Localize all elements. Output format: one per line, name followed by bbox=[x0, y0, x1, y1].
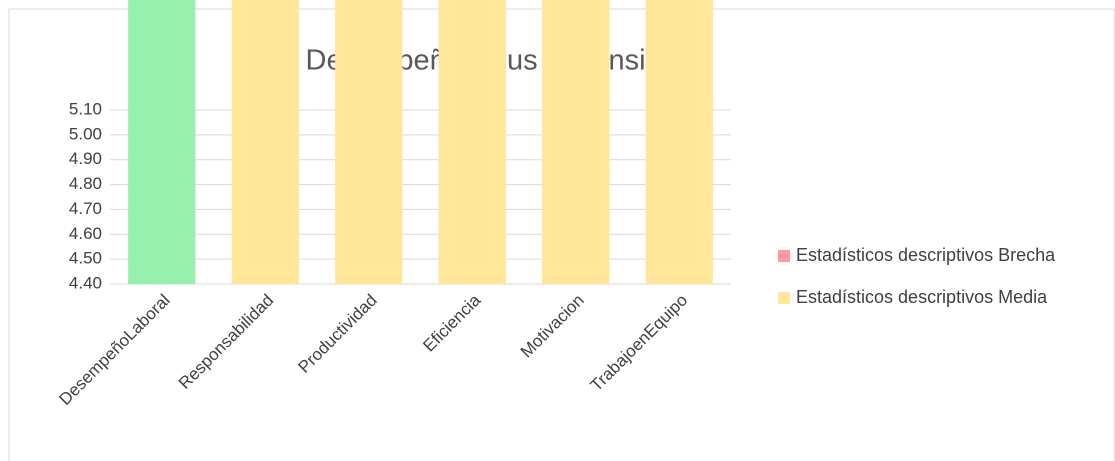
x-tick-label: DesempeñoLaboral bbox=[55, 291, 173, 409]
bar-segment bbox=[335, 0, 403, 285]
legend-swatch bbox=[778, 250, 790, 262]
bar-segment bbox=[128, 0, 196, 284]
y-tick-label: 5.00 bbox=[69, 124, 102, 143]
y-tick-label: 4.40 bbox=[69, 273, 102, 292]
bar-segment bbox=[542, 0, 610, 284]
x-tick-label: Productividad bbox=[294, 291, 380, 377]
y-tick-label: 4.90 bbox=[69, 149, 102, 168]
y-tick-label: 4.80 bbox=[69, 174, 102, 193]
legend-swatch bbox=[778, 292, 790, 304]
x-tick-label: Motivacion bbox=[517, 291, 588, 362]
legend-label: Estadísticos descriptivos Media bbox=[796, 287, 1048, 307]
y-tick-label: 4.50 bbox=[69, 249, 102, 268]
bar-segment bbox=[438, 0, 506, 284]
bar-segment bbox=[645, 0, 713, 284]
x-tick-label: Eficiencia bbox=[419, 290, 484, 355]
x-tick-label: Responsabilidad bbox=[175, 291, 277, 393]
y-tick-label: 4.60 bbox=[69, 224, 102, 243]
y-tick-label: 4.70 bbox=[69, 199, 102, 218]
x-tick-label: TrabajoenEquipo bbox=[587, 291, 692, 396]
legend-label: Estadísticos descriptivos Brecha bbox=[796, 245, 1056, 265]
y-tick-label: 5.10 bbox=[69, 99, 102, 118]
bar-segment bbox=[231, 0, 299, 284]
